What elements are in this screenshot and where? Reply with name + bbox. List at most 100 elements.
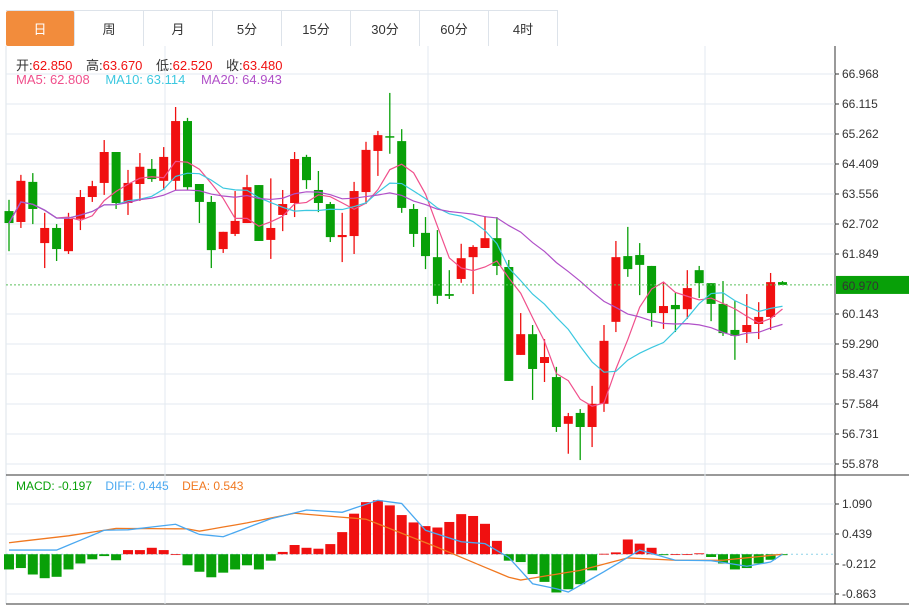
ma20-line	[8, 189, 783, 337]
candle-body	[278, 204, 288, 215]
candle-body	[635, 255, 645, 265]
candle-body	[123, 182, 133, 203]
macd-histogram-bar	[39, 554, 50, 579]
candle-body	[766, 282, 776, 317]
macd-histogram-bar	[694, 553, 705, 555]
candle-body	[421, 232, 430, 257]
macd-histogram-bar	[194, 554, 205, 572]
tab-1[interactable]: 周	[75, 11, 144, 46]
macd-histogram-bar	[99, 554, 110, 557]
tab-7[interactable]: 4时	[489, 11, 558, 46]
macd-histogram-bar	[551, 554, 562, 593]
candle-body	[206, 201, 216, 251]
candle-body	[290, 159, 300, 203]
macd-histogram-bar	[87, 554, 98, 560]
macd-histogram-bar	[253, 554, 264, 570]
last-price-label: 60.970	[842, 279, 879, 293]
price-tick-label: 61.849	[842, 247, 879, 261]
macd-histogram-bar	[15, 554, 26, 569]
macd-histogram-bar	[432, 527, 443, 555]
macd-histogram-bar	[706, 554, 717, 557]
candle-body	[64, 218, 73, 252]
candle-body	[516, 334, 526, 355]
macd-histogram-bar	[575, 554, 586, 585]
candle-body	[313, 189, 323, 203]
candle-body	[492, 238, 502, 266]
macd-tick-label: -0.863	[842, 587, 876, 601]
candle-body	[28, 181, 38, 209]
dea-value: DEA: 0.543	[182, 479, 244, 493]
ma10-line	[8, 172, 783, 373]
ma10-value: MA10: 63.114	[105, 72, 186, 87]
macd-tick-label: 0.439	[842, 527, 872, 541]
open-label: 开:	[16, 58, 33, 73]
macd-histogram-bar	[765, 554, 776, 560]
candle-body	[171, 121, 181, 181]
macd-histogram-bar	[491, 540, 502, 555]
candle-body	[540, 357, 549, 364]
candle-body	[742, 325, 752, 333]
close-label: 收:	[226, 58, 243, 73]
tab-4[interactable]: 15分	[282, 11, 351, 46]
macd-histogram-bar	[146, 547, 157, 555]
high-label: 高:	[86, 58, 103, 73]
macd-histogram-bar	[384, 505, 395, 555]
candle-body	[480, 238, 490, 249]
macd-histogram-bar	[289, 545, 300, 555]
price-tick-label: 58.437	[842, 367, 879, 381]
macd-histogram-bar	[123, 550, 133, 555]
macd-histogram-bar	[158, 550, 169, 555]
ohlc-readout: 开:62.850 高:63.670 低:62.520 收:63.480	[16, 55, 292, 74]
price-tick-label: 56.731	[842, 427, 879, 441]
macd-histogram-bar	[170, 554, 181, 556]
candle-body	[266, 227, 276, 240]
candle-body	[528, 334, 538, 369]
candle-body	[40, 227, 50, 244]
candle-body	[194, 184, 204, 202]
macd-histogram-bar	[325, 544, 336, 555]
ma5-value: MA5: 62.808	[16, 72, 90, 87]
macd-histogram-bar	[337, 532, 348, 555]
macd-tick-label: 1.090	[842, 497, 872, 511]
candle-body	[504, 266, 514, 381]
candle-body	[361, 149, 371, 193]
candle-body	[218, 231, 228, 250]
macd-histogram-bar	[396, 515, 407, 555]
candle-body	[337, 234, 347, 238]
last-price-badge	[836, 275, 909, 294]
macd-histogram-bar	[230, 554, 241, 570]
macd-histogram-bar	[242, 554, 252, 566]
macd-histogram-bar	[111, 554, 122, 561]
macd-histogram-bar	[313, 548, 324, 555]
macd-histogram-bar	[277, 551, 288, 555]
price-tick-label: 66.115	[842, 97, 878, 111]
price-tick-label: 66.968	[842, 67, 879, 81]
candle-body	[587, 403, 597, 428]
ma-readout: MA5: 62.808 MA10: 63.114 MA20: 64.943	[16, 72, 282, 87]
macd-histogram-bar	[753, 554, 764, 564]
dea-line	[8, 512, 783, 581]
candle-body	[432, 257, 442, 296]
macd-histogram-bar	[718, 554, 728, 564]
tab-3[interactable]: 5分	[213, 11, 282, 46]
candle-body	[325, 204, 335, 238]
tab-5[interactable]: 30分	[351, 11, 420, 46]
price-tick-label: 60.143	[842, 307, 879, 321]
price-tick-label: 63.556	[842, 187, 879, 201]
tab-6[interactable]: 60分	[420, 11, 489, 46]
macd-histogram-bar	[27, 554, 38, 575]
macd-histogram-bar	[75, 554, 86, 564]
candle-body	[444, 294, 454, 296]
candle-body	[670, 304, 680, 310]
candle-body	[159, 156, 169, 181]
diff-line	[9, 499, 783, 593]
macd-histogram-bar	[372, 500, 383, 555]
tab-0[interactable]: 日	[6, 11, 75, 46]
candle-body	[623, 256, 633, 270]
candle-body	[183, 121, 192, 188]
macd-histogram-bar	[349, 513, 360, 555]
candle-body	[302, 156, 311, 181]
candle-body	[551, 377, 561, 428]
tab-2[interactable]: 月	[144, 11, 213, 46]
